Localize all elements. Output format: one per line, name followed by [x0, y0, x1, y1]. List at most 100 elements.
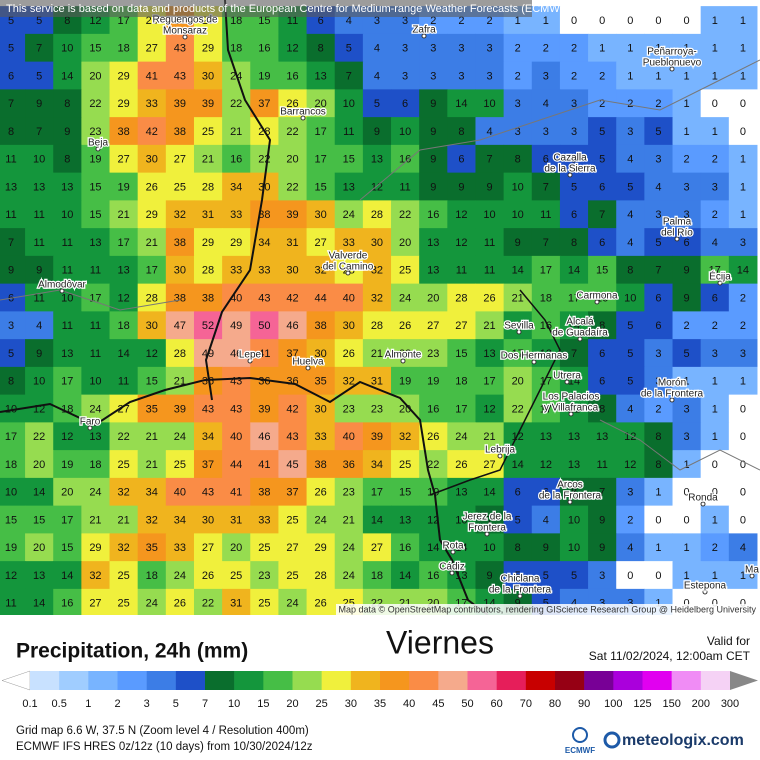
- grid-value: 30: [286, 265, 298, 277]
- grid-value: 17: [568, 292, 580, 304]
- grid-value: 17: [117, 237, 129, 249]
- grid-value: 25: [286, 514, 298, 526]
- grid-cell: [222, 117, 251, 146]
- grid-cell: [222, 477, 251, 507]
- grid-value: 24: [315, 514, 327, 526]
- grid-value: 23: [427, 348, 439, 360]
- grid-cell: [531, 394, 561, 423]
- grid-cell: [447, 394, 476, 423]
- grid-value: 10: [5, 487, 17, 499]
- grid-cell: [700, 450, 730, 479]
- city-label: Frontera: [468, 523, 506, 534]
- grid-cell: [306, 561, 336, 590]
- grid-value: 15: [399, 487, 411, 499]
- grid-value: 8: [655, 459, 661, 471]
- grid-value: 37: [258, 98, 270, 110]
- grid-cell: [447, 144, 476, 174]
- grid-value: 27: [483, 459, 495, 471]
- grid-value: 28: [202, 181, 214, 193]
- grid-cell: [672, 33, 702, 63]
- grid-value: 39: [258, 403, 270, 415]
- brand-logo: [603, 731, 621, 749]
- grid-value: 13: [483, 348, 495, 360]
- grid-cell: [222, 144, 251, 174]
- grid-cell: [728, 144, 758, 174]
- grid-cell: [588, 533, 617, 562]
- city-dot: [516, 329, 522, 335]
- grid-value: 0: [740, 126, 746, 138]
- grid-cell: [109, 339, 139, 368]
- grid-value: 30: [202, 514, 214, 526]
- grid-value: 3: [402, 15, 408, 27]
- grid-cell: [137, 172, 167, 201]
- legend-swatch: [525, 671, 556, 690]
- grid-value: 9: [684, 265, 690, 277]
- grid-value: 0: [712, 98, 718, 110]
- grid-cell: [278, 61, 308, 90]
- grid-cell: [53, 33, 82, 63]
- grid-value: 10: [89, 376, 101, 388]
- grid-cell: [81, 339, 111, 368]
- boundaries: [0, 0, 561, 615]
- grid-cell: [588, 422, 617, 451]
- grid-value: 10: [455, 514, 467, 526]
- grid-cell: [137, 200, 167, 229]
- grid-cell: [644, 200, 674, 229]
- city-label: Ronda: [688, 493, 718, 504]
- legend-label: 45: [432, 698, 444, 710]
- grid-value: 24: [343, 542, 355, 554]
- grid-value: 26: [455, 459, 467, 471]
- model-info: ECMWF IFS HRES 0z/12z (10 days) from 10/…: [16, 741, 313, 753]
- city-label: Almodôvar: [38, 280, 86, 291]
- grid-value: 22: [427, 459, 439, 471]
- grid-value: 19: [427, 376, 439, 388]
- grid-cell: [503, 394, 533, 423]
- grid-cell: [81, 228, 111, 257]
- grid-value: 13: [61, 348, 73, 360]
- grid-cell: [306, 144, 336, 174]
- grid-cell: [447, 450, 476, 479]
- legend-label: 25: [316, 698, 328, 710]
- grid-value: 36: [343, 459, 355, 471]
- grid-value: 11: [62, 320, 73, 332]
- grid-cell: [391, 283, 420, 312]
- grid-cell: [475, 283, 505, 312]
- grid-value: 8: [627, 265, 633, 277]
- grid-value: 2: [430, 15, 436, 27]
- grid-value: 21: [117, 514, 129, 526]
- grid-value: 0: [740, 598, 746, 610]
- grid-cell: [644, 6, 674, 35]
- grid-cell: [334, 311, 364, 340]
- grid-value: 29: [230, 237, 242, 249]
- grid-value: 52: [202, 320, 214, 332]
- grid-value: 0: [655, 570, 661, 582]
- grid-cell: [503, 366, 533, 396]
- grid-cell: [137, 422, 167, 451]
- grid-cell: [672, 450, 702, 479]
- grid-value: 3: [8, 320, 14, 332]
- grid-cell: [588, 61, 617, 90]
- grid-value: 10: [483, 98, 495, 110]
- grid-value: 30: [146, 154, 158, 166]
- grid-value: 14: [33, 598, 45, 610]
- grid-value: 12: [117, 292, 129, 304]
- grid-cell: [672, 422, 702, 451]
- grid-cell: [222, 422, 251, 451]
- grid-cell: [250, 311, 279, 340]
- grid-value: 11: [5, 598, 16, 610]
- grid-cell: [165, 561, 195, 590]
- grid-cell: [447, 33, 476, 63]
- grid-cell: [391, 477, 420, 507]
- grid-value: 11: [90, 320, 101, 332]
- grid-cell: [278, 533, 308, 562]
- grid-cell: [391, 172, 420, 201]
- grid-cell: [334, 144, 364, 174]
- grid-value: 6: [543, 154, 549, 166]
- grid-value: 5: [515, 570, 521, 582]
- grid-value: 27: [427, 320, 439, 332]
- grid-value: 8: [64, 154, 70, 166]
- grid-value: 3: [543, 126, 549, 138]
- grid-cell: [672, 117, 702, 146]
- grid-cell: [81, 61, 111, 90]
- grid-cell: [531, 533, 561, 562]
